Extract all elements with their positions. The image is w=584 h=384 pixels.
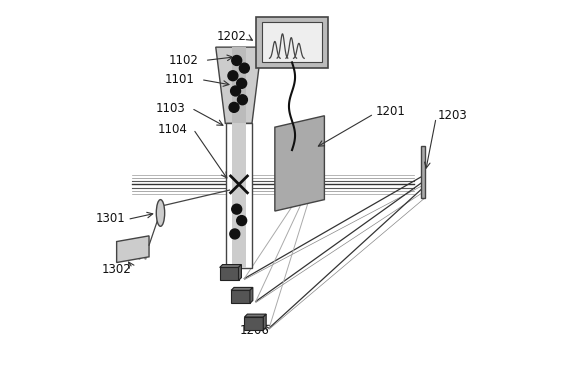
Text: 1202: 1202 <box>217 30 246 43</box>
Circle shape <box>237 216 246 225</box>
Text: 1301: 1301 <box>95 212 125 225</box>
Circle shape <box>232 204 242 214</box>
Text: 1103: 1103 <box>155 102 185 115</box>
Polygon shape <box>275 116 324 211</box>
Bar <box>245 317 263 330</box>
Circle shape <box>229 103 239 113</box>
Circle shape <box>230 229 240 239</box>
Text: 1203: 1203 <box>437 109 467 122</box>
Bar <box>231 290 250 303</box>
Circle shape <box>231 86 241 96</box>
Bar <box>227 123 252 268</box>
Polygon shape <box>245 314 266 317</box>
Ellipse shape <box>157 200 165 226</box>
Bar <box>220 267 238 280</box>
Text: 1102: 1102 <box>169 54 199 67</box>
Bar <box>262 22 322 62</box>
Text: 1201: 1201 <box>376 106 406 118</box>
Polygon shape <box>220 265 241 267</box>
Polygon shape <box>117 236 149 263</box>
Polygon shape <box>238 265 241 280</box>
Circle shape <box>232 56 242 65</box>
Polygon shape <box>231 287 253 290</box>
Bar <box>256 17 328 68</box>
Polygon shape <box>250 287 253 303</box>
Circle shape <box>238 95 248 105</box>
Polygon shape <box>215 47 262 123</box>
Bar <box>232 123 246 268</box>
Bar <box>232 47 246 123</box>
Text: 1101: 1101 <box>165 73 195 86</box>
Text: 1302: 1302 <box>102 263 131 275</box>
Circle shape <box>228 71 238 81</box>
Circle shape <box>237 78 246 88</box>
Bar <box>421 146 425 198</box>
Circle shape <box>239 63 249 73</box>
Polygon shape <box>263 314 266 330</box>
Text: 1104: 1104 <box>157 122 187 136</box>
Text: 1206: 1206 <box>239 323 269 336</box>
